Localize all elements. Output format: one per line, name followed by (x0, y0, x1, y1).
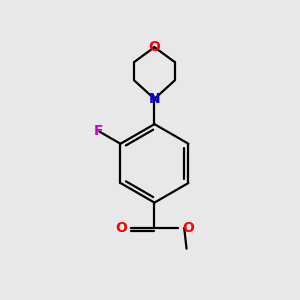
Text: O: O (182, 221, 194, 235)
Text: O: O (148, 40, 160, 54)
Text: N: N (148, 92, 160, 106)
Text: O: O (115, 221, 127, 235)
Text: F: F (93, 124, 103, 138)
